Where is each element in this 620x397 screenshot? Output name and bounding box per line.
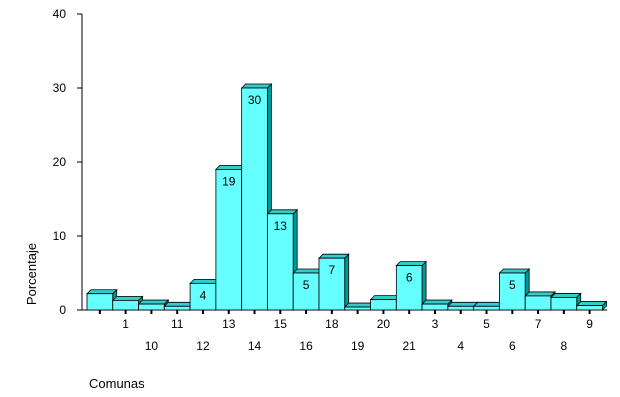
x-tick-label: 3: [432, 317, 439, 331]
bar: [343, 302, 376, 311]
bar-top: [137, 299, 170, 305]
bar-top: [343, 302, 376, 308]
data-label: 19: [222, 174, 236, 188]
x-tick-label: 5: [483, 317, 490, 331]
bar: [369, 294, 402, 311]
bar-front: [292, 272, 320, 311]
bar-front: [138, 303, 165, 311]
bars: [86, 83, 608, 311]
x-tick-label: 14: [248, 339, 262, 353]
data-label: 30: [248, 93, 262, 107]
x-tick-label: 12: [196, 339, 210, 353]
bar-top: [575, 301, 608, 306]
bar: [318, 253, 350, 311]
x-tick-label: 16: [299, 339, 313, 353]
bar: [498, 268, 531, 311]
bar-front: [318, 257, 346, 311]
x-tick-label: 1: [122, 317, 129, 331]
bar-front: [344, 306, 371, 311]
bar: [137, 299, 170, 311]
bar: [550, 292, 582, 311]
bar-top: [369, 295, 402, 301]
bar: [395, 260, 428, 311]
bar-front: [499, 272, 526, 311]
bar: [240, 83, 273, 311]
bar-top: [266, 209, 299, 215]
bar-top: [318, 253, 350, 259]
y-tick-label: 0: [59, 303, 66, 317]
x-tick-label: 8: [561, 339, 568, 353]
bar-front: [473, 305, 500, 311]
bar-front: [112, 299, 139, 311]
bar-top: [86, 289, 118, 295]
labels: 1 10 11 12 4 13 19 14 30 15 13 16 5 18 7 19 20 21 6 3 4 5 6 5 7 8…: [122, 93, 593, 353]
bar: [86, 288, 118, 311]
bar: [111, 295, 144, 311]
x-tick-label: 19: [351, 339, 365, 353]
bar-top: [214, 164, 247, 170]
bar: [524, 290, 556, 311]
bar: [575, 300, 608, 311]
y-tick-label: 30: [53, 81, 67, 95]
x-tick-label: 15: [274, 317, 288, 331]
x-tick-label: 6: [509, 339, 516, 353]
x-tick-label: 4: [457, 339, 464, 353]
bar-front: [86, 293, 114, 311]
bar-front: [421, 303, 449, 311]
x-tick-label: 18: [325, 317, 339, 331]
y-axis-title: Porcentaje: [24, 243, 39, 305]
x-tick-label: 21: [403, 339, 417, 353]
bar-top: [189, 278, 221, 284]
bar: [266, 208, 299, 311]
bar-top: [111, 295, 144, 301]
bar-front: [370, 299, 397, 311]
x-tick-label: 13: [222, 317, 236, 331]
bar-top: [498, 268, 531, 274]
bar-top: [163, 301, 196, 307]
bar: [421, 299, 453, 311]
data-label: 6: [406, 271, 413, 285]
bar-front: [576, 305, 603, 311]
bar-top: [472, 301, 505, 307]
x-tick-label: 10: [145, 339, 159, 353]
y-tick-label: 10: [53, 229, 67, 243]
bar-front: [550, 297, 578, 311]
bar: [163, 301, 196, 311]
bar-side: [344, 253, 350, 311]
bar-front: [241, 87, 268, 311]
bar-top: [292, 268, 324, 274]
bar-top: [240, 83, 273, 89]
bar-top: [395, 261, 428, 267]
bar-top: [421, 299, 453, 305]
x-tick-label: 11: [171, 317, 184, 331]
bar-top: [550, 293, 582, 298]
bar: [446, 301, 479, 311]
bar: [214, 164, 247, 311]
y-tick-label: 40: [53, 7, 67, 21]
data-label: 5: [303, 278, 310, 292]
x-tick-label: 9: [586, 317, 593, 331]
bar-front: [267, 213, 294, 311]
data-label: 5: [509, 278, 516, 292]
x-tick-label: 7: [535, 317, 542, 331]
bar-front: [395, 265, 423, 311]
data-label: 7: [329, 263, 336, 277]
data-label: 4: [200, 288, 207, 302]
data-label: 13: [274, 219, 288, 233]
bar-front: [447, 305, 475, 311]
bar-top: [446, 301, 479, 307]
bar-front: [215, 168, 243, 311]
bar-top: [524, 291, 556, 297]
bar-front: [524, 295, 552, 311]
y-tick-label: 20: [53, 155, 67, 169]
bar: [292, 268, 324, 311]
bar: [472, 301, 505, 311]
x-axis-title: Comunas: [89, 376, 145, 391]
bar-front: [163, 305, 191, 311]
x-tick-label: 20: [377, 317, 391, 331]
